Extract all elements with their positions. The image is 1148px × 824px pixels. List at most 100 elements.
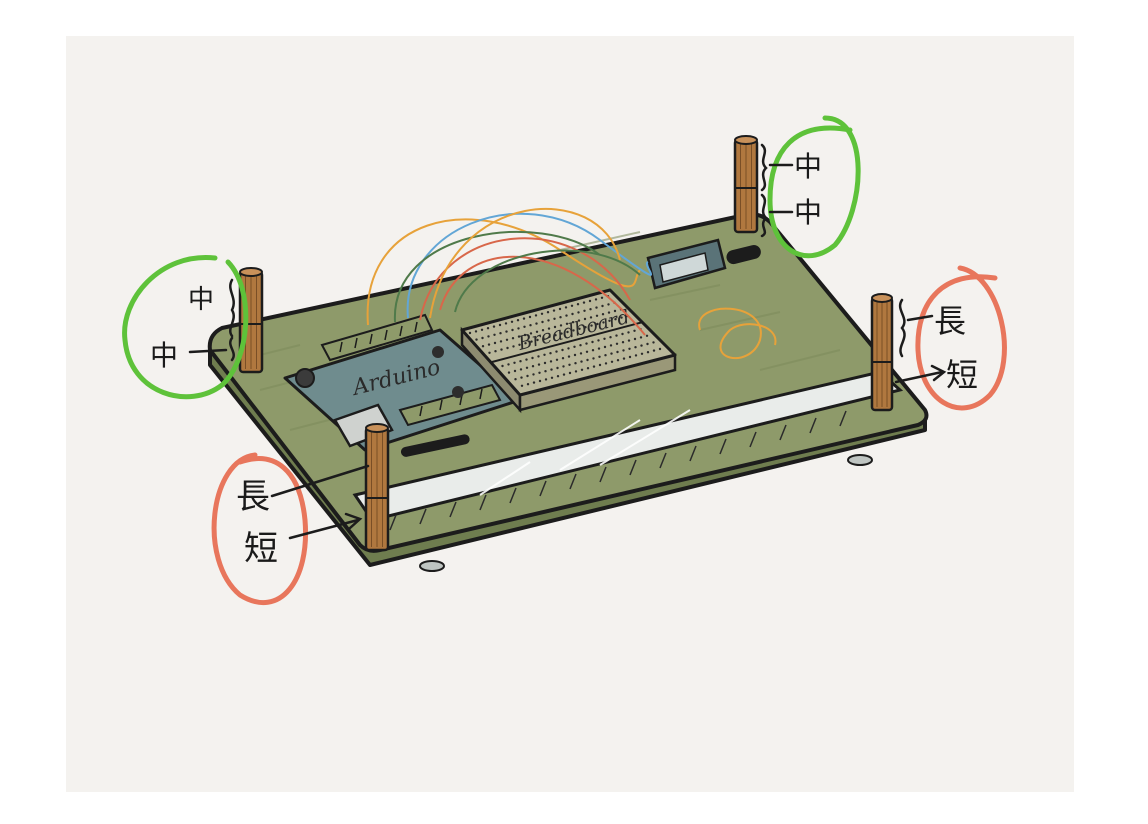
breadboard-hole	[607, 303, 610, 306]
breadboard-hole	[627, 331, 630, 334]
breadboard-hole	[583, 309, 586, 312]
breadboard-hole	[640, 352, 644, 355]
breadboard-hole	[544, 378, 548, 381]
breadboard-hole	[547, 319, 550, 322]
breadboard-hole	[586, 358, 589, 362]
breadboard-hole	[510, 320, 514, 323]
breadboard-hole	[504, 322, 508, 325]
breadboard-hole	[634, 354, 638, 357]
breadboard-hole	[543, 353, 546, 356]
breadboard-hole	[481, 345, 485, 348]
breadboard-hole	[550, 368, 553, 371]
breadboard-hole	[616, 350, 619, 354]
breadboard-hole	[596, 322, 599, 326]
breadboard-hole	[571, 312, 574, 316]
breadboard-hole	[613, 309, 617, 313]
standoff-front-left-icon	[364, 423, 390, 552]
breadboard-hole	[574, 370, 578, 373]
breadboard-hole	[525, 366, 529, 369]
annotation-circle-front-left	[211, 452, 309, 605]
breadboard-hole	[562, 365, 565, 368]
breadboard-hole	[556, 375, 560, 378]
standoff-back-left-icon	[238, 267, 264, 374]
label-back-left-bottom: 中	[150, 339, 178, 372]
breadboard-hole	[493, 341, 497, 345]
breadboard-hole	[589, 308, 592, 311]
breadboard-hole	[573, 353, 577, 357]
breadboard-hole	[529, 332, 533, 335]
breadboard-hole	[531, 356, 534, 360]
breadboard-hole	[518, 343, 521, 346]
breadboard-hole	[498, 323, 502, 327]
breadboard-hole	[555, 358, 559, 361]
breadboard-hole	[538, 371, 541, 374]
breadboard-hole	[622, 349, 625, 352]
breadboard-hole	[523, 333, 527, 337]
breadboard-hole	[580, 360, 583, 363]
breadboard-hole	[639, 336, 643, 339]
breadboard-hole	[608, 319, 611, 322]
breadboard-icon: Breadboard	[460, 288, 677, 414]
breadboard-hole	[499, 332, 502, 335]
breadboard-hole	[511, 328, 514, 332]
breadboard-hole	[579, 352, 583, 355]
breadboard-hole	[548, 335, 551, 338]
breadboard-hole	[620, 316, 623, 319]
breadboard-hole	[526, 374, 529, 378]
annotation-circle-back-right	[767, 115, 861, 259]
breadboard-hole	[561, 348, 564, 352]
breadboard-hole	[577, 319, 581, 322]
breadboard-hole	[658, 347, 662, 351]
breadboard-hole	[541, 329, 545, 332]
breadboard-hole	[568, 363, 571, 366]
breadboard-hole	[492, 325, 496, 328]
breadboard-hole	[570, 304, 574, 307]
breadboard-hole	[511, 337, 515, 340]
breadboard-hole	[487, 343, 491, 346]
breadboard-hole	[610, 360, 614, 363]
breadboard-hole	[604, 362, 608, 365]
breadboard-hole	[519, 360, 522, 363]
breadboard-hole	[603, 337, 606, 340]
breadboard-hole	[535, 330, 539, 333]
annotation-circle-front-right	[915, 265, 1007, 411]
breadboard-hole	[597, 339, 600, 342]
breadboard-hole	[540, 312, 544, 315]
breadboard-hole	[627, 339, 631, 342]
breadboard-hole	[598, 355, 601, 358]
breadboard-hole	[529, 324, 532, 327]
breadboard-hole	[607, 311, 611, 314]
breadboard-hole	[573, 345, 576, 348]
breadboard-hole	[614, 318, 617, 321]
breadboard-hole	[600, 296, 604, 299]
breadboard-hole	[616, 359, 620, 362]
breadboard-hole	[500, 348, 503, 351]
breadboard-hole	[549, 360, 553, 363]
breadboard-hole	[519, 368, 523, 371]
breadboard-hole	[558, 307, 562, 311]
annotation-pointers	[188, 143, 947, 540]
breadboard-hole	[597, 347, 601, 350]
breadboard-hole	[494, 350, 497, 353]
breadboard-hole	[524, 342, 527, 345]
breadboard-hole	[572, 329, 575, 332]
label-front-left-bottom: 短	[244, 529, 278, 569]
label-back-right-top: 中	[794, 150, 822, 183]
breadboard-hole	[543, 361, 547, 365]
breadboard-hole	[516, 319, 520, 322]
breadboard-hole	[513, 369, 517, 373]
breadboard-hole	[553, 317, 556, 320]
breadboard-hole	[582, 301, 586, 304]
breadboard-hole	[532, 373, 535, 376]
breadboard-hole	[530, 340, 533, 343]
breadboard-hole	[628, 355, 632, 359]
breadboard-hole	[588, 299, 592, 303]
breadboard-hole	[567, 347, 570, 350]
breadboard-hole	[561, 357, 565, 360]
breadboard-hole	[553, 325, 557, 329]
breadboard-hole	[646, 351, 650, 354]
label-back-left-top: 中	[188, 285, 214, 315]
arduino-board-icon: Arduino	[283, 313, 522, 457]
breadboard-hole	[514, 378, 517, 381]
